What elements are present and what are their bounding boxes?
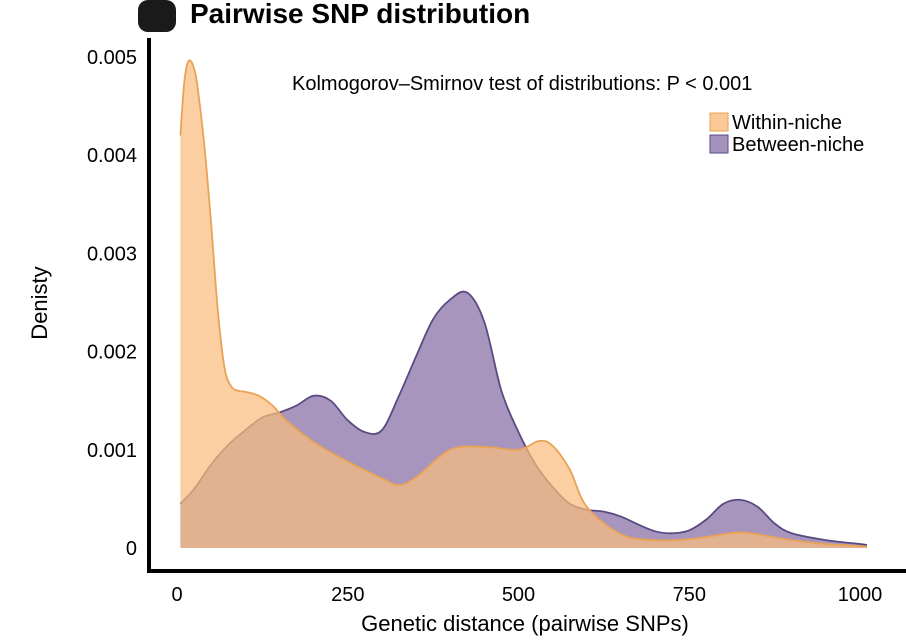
panel-label-blob [138,0,176,32]
y-tick-labels: 0 0.001 0.002 0.003 0.004 0.005 [87,47,137,560]
density-line-within-niche [179,59,868,548]
y-tick-label: 0.001 [87,440,137,462]
chart-title: Pairwise SNP distribution [190,0,530,29]
y-tick-label: 0 [126,538,137,560]
legend-swatch [709,112,729,132]
density-line-between-niche [179,290,867,546]
density-areas [179,59,868,548]
y-tick-label: 0.005 [87,47,137,69]
x-tick-label: 0 [171,584,182,606]
x-tick-label: 1000 [838,584,883,606]
x-tick-labels: 0 250 500 750 1000 [171,584,882,606]
ks-test-annotation: Kolmogorov–Smirnov test of distributions… [292,73,752,95]
y-tick-label: 0.004 [87,145,137,167]
legend-label: Within-niche [732,112,842,134]
y-tick-label: 0.002 [87,342,137,364]
y-tick-label: 0.003 [87,243,137,265]
density-area-within-niche [180,60,867,548]
y-axis-label: Denisty [27,266,52,339]
legend-label: Between-niche [732,134,864,156]
x-tick-label: 500 [502,584,535,606]
x-tick-label: 250 [331,584,364,606]
legend-swatch [709,134,729,154]
x-tick-label: 750 [673,584,706,606]
x-axis-label: Genetic distance (pairwise SNPs) [361,611,689,636]
